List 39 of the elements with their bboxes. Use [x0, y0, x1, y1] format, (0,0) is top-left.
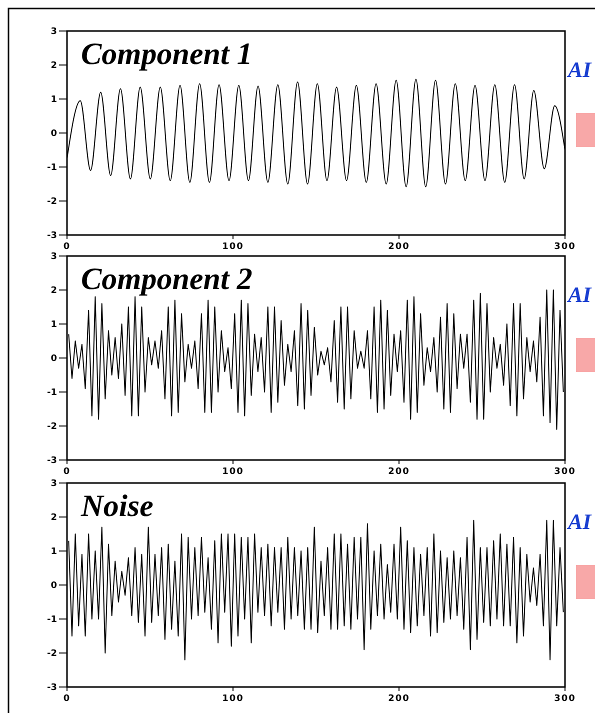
y-tick-label: 1: [50, 547, 57, 558]
y-tick-label: 2: [50, 61, 57, 72]
y-tick-label: -1: [47, 163, 57, 174]
y-tick-label: 0: [50, 129, 57, 140]
y-tick-label: 3: [50, 252, 57, 262]
y-tick-label: -2: [47, 197, 57, 208]
y-tick-label: 0: [50, 354, 57, 364]
x-tick-label: 0: [63, 694, 71, 704]
y-tick-label: 2: [50, 286, 57, 296]
y-tick-label: 0: [50, 581, 57, 592]
y-tick-label: 3: [50, 27, 57, 38]
y-tick-label: 2: [50, 513, 57, 524]
y-tick-label: 3: [50, 479, 57, 490]
x-tick-label: 300: [554, 467, 576, 477]
y-tick-label: 1: [50, 320, 57, 330]
x-tick-label: 100: [222, 694, 244, 704]
x-tick-label: 100: [222, 467, 244, 477]
x-tick-label: 300: [554, 694, 576, 704]
x-tick-label: 300: [554, 242, 576, 252]
y-tick-label: -1: [47, 388, 57, 398]
y-tick-label: -3: [47, 683, 57, 694]
chart-title: Component 1: [81, 36, 252, 71]
y-tick-label: -3: [47, 231, 57, 242]
x-tick-label: 0: [63, 467, 71, 477]
x-tick-label: 200: [388, 242, 410, 252]
y-tick-label: -2: [47, 649, 57, 660]
chart-title: Component 2: [81, 261, 252, 296]
text: AI: [566, 57, 593, 82]
y-tick-label: -1: [47, 615, 57, 626]
x-tick-label: 100: [222, 242, 244, 252]
x-tick-label: 200: [388, 694, 410, 704]
y-tick-label: 1: [50, 95, 57, 106]
x-tick-label: 200: [388, 467, 410, 477]
x-tick-label: 0: [63, 242, 71, 252]
y-tick-label: -2: [47, 422, 57, 432]
chart-title: Noise: [80, 488, 154, 523]
text: AI: [566, 509, 593, 534]
text: AI: [566, 282, 593, 307]
y-tick-label: -3: [47, 456, 57, 466]
